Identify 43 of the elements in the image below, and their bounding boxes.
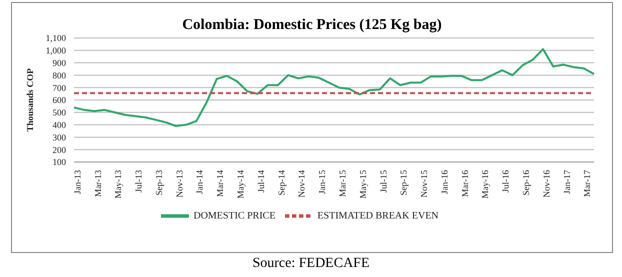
legend-label: ESTIMATED BREAK EVEN	[317, 210, 439, 222]
x-tick-label: Mar-15	[337, 170, 348, 197]
x-tick-label: Mar-13	[92, 170, 103, 197]
y-tick-label: 1,000	[46, 46, 66, 56]
line-series	[73, 48, 595, 128]
legend-label: DOMESTIC PRICE	[193, 210, 276, 222]
x-tick-label: Jan-16	[439, 170, 450, 194]
y-tick-label: 100	[52, 157, 66, 168]
y-tick-label: 500	[52, 108, 66, 118]
x-tick-label: Nov-13	[174, 170, 184, 198]
y-tick-label: 1,100	[46, 33, 66, 44]
x-tick-label: Jul-13	[134, 170, 144, 192]
y-axis-title: Thousands COP	[25, 68, 36, 132]
x-tick-label: Sep-14	[276, 170, 286, 196]
x-tick-label: Jan-14	[194, 170, 205, 194]
x-tick-label: May-13	[113, 170, 124, 198]
x-tick-label: Nov-16	[541, 170, 552, 198]
y-tick-label: 800	[52, 70, 66, 80]
x-tick-label: Jul-16	[500, 170, 511, 192]
x-tick-label: Mar-14	[215, 170, 226, 197]
x-tick-label: Jan-15	[317, 170, 328, 194]
x-tick-label: Nov-14	[296, 170, 307, 198]
x-tick-label: May-16	[480, 170, 490, 198]
x-tick-label: Jul-14	[256, 170, 266, 192]
source-note: Source: FEDECAFE	[251, 256, 371, 272]
y-tick-label: 700	[52, 82, 66, 93]
y-tick-label: 900	[52, 58, 66, 68]
y-tick-label: 400	[52, 120, 66, 130]
x-tick-label: Nov-15	[419, 170, 430, 198]
x-tick-label: May-15	[358, 170, 368, 198]
x-tick-label: Jan-17	[562, 170, 572, 194]
x-tick-label: Sep-16	[521, 170, 532, 196]
x-tick-label: Jan-13	[72, 170, 82, 194]
chart-title: Colombia: Domestic Prices (125 Kg bag)	[181, 17, 443, 34]
x-tick-label: Sep-13	[154, 170, 164, 196]
y-tick-label: 600	[52, 95, 66, 106]
x-tick-label: Mar-17	[582, 170, 592, 197]
x-tick-label: Mar-16	[460, 170, 470, 197]
x-tick-label: Sep-15	[398, 170, 409, 196]
y-tick-label: 300	[52, 132, 66, 142]
x-tick-label: Jul-15	[378, 170, 388, 192]
y-tick-label: 200	[52, 144, 66, 155]
x-tick-label: May-14	[236, 170, 246, 198]
